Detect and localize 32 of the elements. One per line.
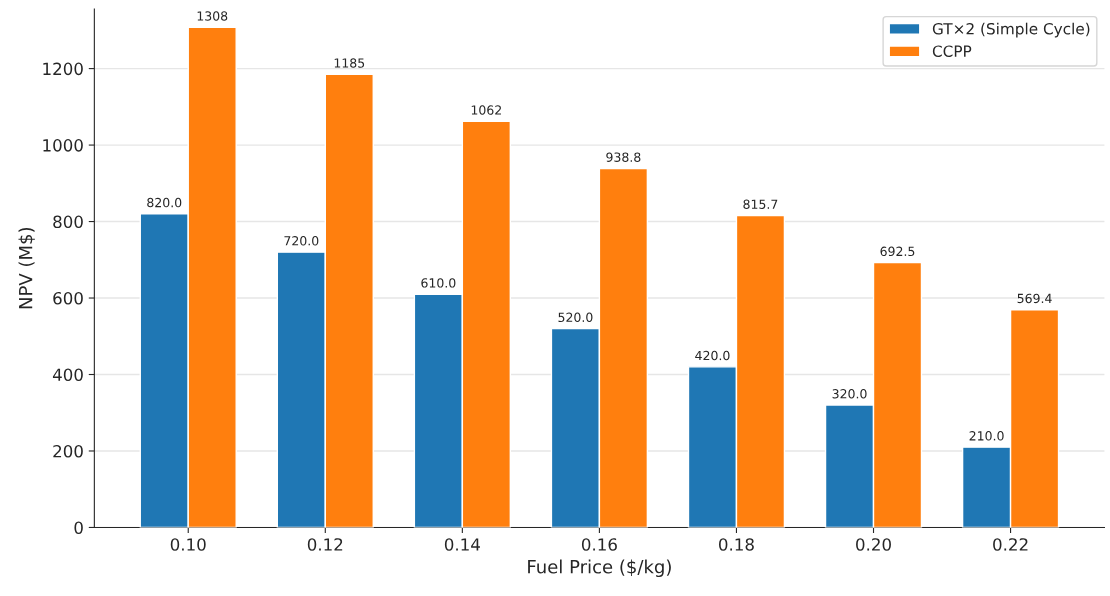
legend-label: GT×2 (Simple Cycle) xyxy=(932,22,1090,38)
y-tick-label: 200 xyxy=(53,444,83,458)
x-tick-label: 0.22 xyxy=(993,538,1028,551)
y-tick-label: 800 xyxy=(53,215,83,229)
y-tick-label: 400 xyxy=(52,368,83,382)
data-label: 1062 xyxy=(471,105,501,115)
data-label: 815.7 xyxy=(743,199,778,209)
x-tick-label: 0.14 xyxy=(444,538,480,551)
y-tick-label: 1200 xyxy=(43,62,83,76)
x-tick-label: 0.12 xyxy=(307,538,343,551)
data-label: 520.0 xyxy=(558,312,593,323)
data-label: 720.0 xyxy=(284,236,319,246)
y-axis-title: NPV (M$) xyxy=(18,227,35,309)
y-tick-label: 1000 xyxy=(43,139,83,152)
x-tick-label: 0.10 xyxy=(170,538,206,551)
data-label: 210.0 xyxy=(969,431,1004,441)
data-label: 938.8 xyxy=(606,152,641,162)
data-label: 569.4 xyxy=(1017,293,1052,304)
data-label: 820.0 xyxy=(147,197,182,208)
data-label: 610.0 xyxy=(421,278,456,288)
data-label: 692.5 xyxy=(880,246,915,257)
x-tick-label: 0.16 xyxy=(581,538,617,551)
data-label: 420.0 xyxy=(695,350,730,361)
x-axis-title: Fuel Price ($/kg) xyxy=(528,559,671,578)
x-tick-label: 0.20 xyxy=(856,538,891,551)
data-label: 320.0 xyxy=(832,389,867,399)
legend-label: CCPP xyxy=(932,45,972,57)
y-tick-label: 600 xyxy=(53,291,83,305)
data-label: 1308 xyxy=(197,11,228,21)
y-tick-label: 0 xyxy=(74,521,83,535)
x-tick-label: 0.18 xyxy=(719,538,754,551)
data-label: 1185 xyxy=(334,58,365,68)
